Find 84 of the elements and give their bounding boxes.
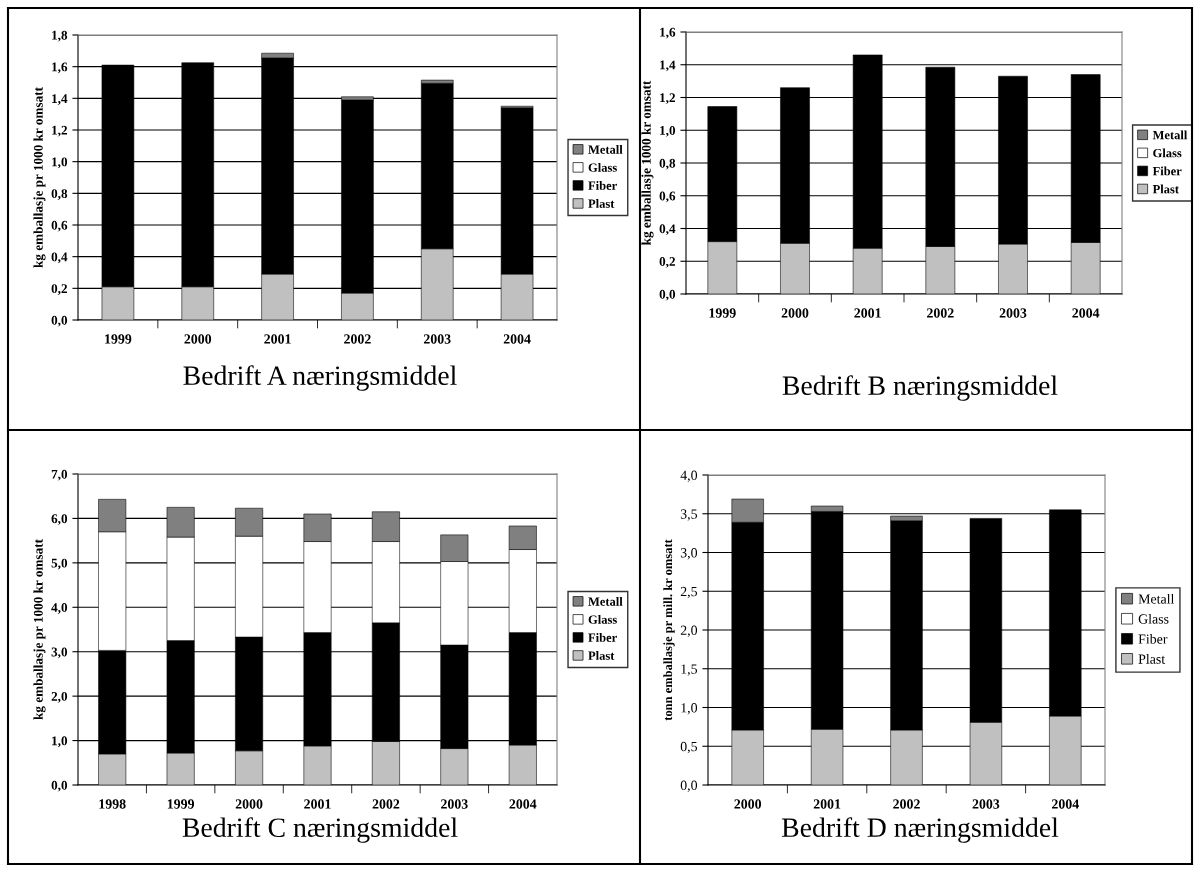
y-tick-label: 0,8 [51, 189, 68, 200]
x-tick-label: 2004 [1051, 799, 1079, 809]
x-tick-label: 1999 [105, 334, 132, 344]
y-tick-label: 4,0 [680, 470, 698, 482]
legend-label: Plast [1152, 184, 1179, 194]
y-tick-label: 1,6 [52, 62, 68, 74]
legend-label: Plast [1138, 654, 1166, 664]
y-tick-label: 1,6 [660, 27, 676, 39]
x-tick-label: 2000 [734, 799, 762, 809]
x-tick-label: 2000 [184, 334, 212, 344]
y-tick-label: 7,0 [51, 469, 68, 481]
y-tick-label: 0,2 [51, 284, 68, 295]
x-tick-label: 2003 [423, 334, 451, 344]
x-tick-label: 2004 [503, 334, 531, 344]
y-tick-label: 1,0 [681, 703, 698, 715]
y-tick-label: 6,0 [51, 514, 68, 526]
y-tick-label: 1,2 [660, 93, 676, 105]
y-tick-label: 0,0 [51, 780, 68, 792]
y-tick-label: 3,0 [680, 548, 698, 560]
x-tick-label: 2004 [509, 799, 537, 809]
legend-label: Glass [1138, 613, 1169, 624]
x-tick-label: 2000 [235, 799, 263, 809]
legend-label: Fiber [1152, 166, 1182, 176]
legend-label: Glass [588, 163, 617, 172]
y-tick-label: 1,0 [52, 736, 68, 748]
text: Bedrift A næringsmiddel [183, 365, 457, 391]
text: Bedrift B næringsmiddel [782, 375, 1058, 401]
y-tick-label: 0,4 [659, 224, 676, 236]
x-tick-label: 2000 [781, 308, 809, 318]
x-tick-label: 2003 [441, 799, 468, 809]
legend-label: Metall [1138, 593, 1175, 604]
y-tick-label: 1,4 [52, 94, 68, 105]
y-tick-label: 4,0 [51, 603, 68, 614]
legend-label: Plast [588, 651, 615, 660]
x-tick-label: 1999 [709, 308, 736, 318]
x-tick-label: 2001 [304, 799, 331, 809]
y-tick-label: 0,5 [680, 741, 698, 754]
legend-label: Fiber [588, 181, 617, 190]
y-axis-title: tonn emballasje pr mill. kr omsatt [663, 539, 675, 721]
x-tick-label: 2001 [854, 308, 881, 318]
text: Bedrift D næringsmiddel [781, 817, 1059, 843]
text: Bedrift C næringsmiddel [182, 817, 458, 843]
y-tick-label: 3,5 [680, 509, 698, 521]
y-tick-label: 1,5 [681, 664, 698, 676]
x-tick-label: 1998 [99, 799, 126, 809]
x-tick-label: 2002 [927, 308, 954, 318]
y-tick-label: 0,8 [659, 158, 676, 170]
y-tick-label: 1,8 [52, 30, 68, 42]
y-tick-label: 0,0 [51, 315, 68, 327]
y-tick-label: 3,0 [51, 647, 68, 659]
x-tick-label: 2001 [813, 799, 841, 809]
y-axis-title: kg emballasje pr 1000 kr omsatt [33, 87, 46, 268]
legend-label: Metall [1152, 130, 1188, 140]
y-tick-label: 1,4 [660, 60, 676, 72]
y-tick-label: 0,6 [659, 191, 676, 203]
x-tick-label: 1999 [167, 799, 195, 809]
y-tick-label: 0,0 [680, 780, 698, 792]
y-tick-label: 1,0 [660, 126, 676, 137]
y-tick-label: 2,0 [680, 625, 698, 637]
y-tick-label: 1,0 [52, 157, 68, 169]
y-tick-label: 0,0 [659, 289, 676, 301]
x-tick-label: 2003 [999, 308, 1027, 318]
y-tick-label: 5,0 [51, 558, 68, 570]
legend-label: Metall [588, 145, 623, 154]
x-tick-label: 2002 [372, 799, 400, 809]
y-tick-label: 2,0 [51, 691, 68, 703]
y-tick-label: 0,4 [51, 252, 68, 264]
legend-label: Fiber [1138, 633, 1168, 644]
y-tick-label: 0,2 [659, 257, 676, 268]
legend-label: Glass [588, 615, 617, 624]
x-tick-label: 2004 [1072, 308, 1100, 318]
x-tick-label: 2002 [893, 799, 920, 809]
x-tick-label: 2003 [972, 799, 1000, 809]
y-axis-title: kg emballasje 1000 kr omsatt [641, 80, 654, 246]
y-axis-title: kg emballasje pr 1000 kr omsatt [33, 539, 46, 720]
y-tick-label: 1,2 [52, 125, 68, 137]
legend-label: Fiber [588, 633, 617, 642]
legend-label: Glass [1153, 148, 1182, 158]
x-tick-label: 2002 [344, 334, 371, 344]
legend-label: Metall [588, 597, 623, 606]
y-tick-label: 0,6 [51, 220, 68, 232]
y-tick-label: 2,5 [680, 586, 698, 599]
x-tick-label: 2001 [264, 334, 291, 344]
legend-label: Plast [588, 199, 615, 208]
